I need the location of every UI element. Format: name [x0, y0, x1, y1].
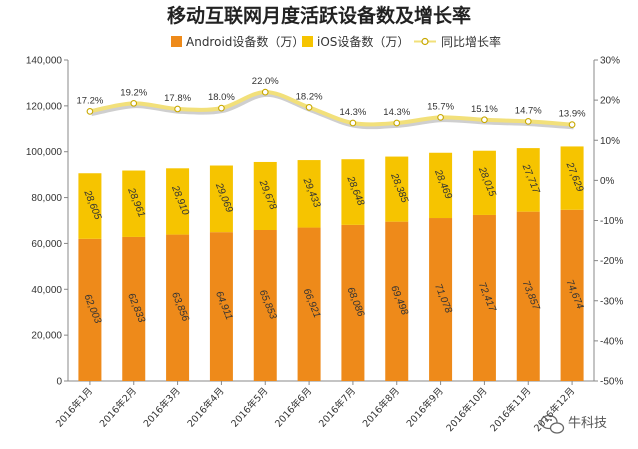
growth-point [305, 103, 313, 111]
android-bar [341, 224, 365, 381]
growth-value-label: 18.0% [208, 92, 235, 103]
ios-bar [297, 160, 321, 228]
left-axis-tick-label: 20,000 [31, 331, 62, 342]
legend-ios-swatch [302, 36, 313, 47]
x-axis-tick-label: 2016年10月 [444, 385, 490, 434]
android-bar [78, 238, 102, 381]
growth-line-layer: 17.2% 19.2% 17.8% 18.0% 22.0% 18.2% 14.3% 14.3%… [76, 76, 586, 130]
growth-value-label: 18.2% [296, 91, 323, 102]
right-axis-tick-label: -20% [600, 256, 623, 267]
android-bar [297, 227, 321, 381]
growth-value-label: 15.7% [427, 101, 454, 112]
right-axis-tick-label: -30% [600, 296, 623, 307]
android-bar [166, 234, 190, 381]
growth-value-label: 14.3% [383, 107, 410, 118]
growth-point [86, 108, 94, 115]
legend-growth-label: 同比增长率 [441, 34, 501, 49]
left-axis-tick-label: 0 [56, 377, 62, 388]
x-axis-tick-label: 2016年5月 [229, 385, 271, 430]
android-bar [472, 214, 496, 381]
growth-value-label: 13.9% [559, 109, 586, 120]
ios-bar [166, 168, 190, 235]
right-axis-tick-label: -50% [600, 377, 623, 388]
growth-point [568, 121, 576, 128]
x-axis-tick-label: 2016年9月 [404, 385, 446, 430]
growth-point [437, 114, 444, 121]
right-axis-tick-label: -40% [600, 336, 623, 347]
android-bar [560, 209, 584, 381]
growth-value-label: 15.1% [471, 104, 498, 115]
legend-android-swatch [171, 36, 182, 47]
axes: 0 20,000 40,000 60,000 80,000 100,000 120,000 1… [26, 56, 624, 388]
growth-value-label: 17.2% [76, 95, 103, 106]
x-axis-tick-label: 2016年8月 [360, 385, 402, 430]
growth-point [130, 99, 138, 107]
left-axis-tick-label: 80,000 [31, 193, 62, 204]
growth-point [481, 116, 488, 124]
growth-point [524, 118, 532, 125]
growth-line [89, 90, 573, 127]
android-bar [429, 218, 453, 381]
x-axis-tick-label: 2016年6月 [272, 385, 314, 430]
legend-ios-label: iOS设备数（万） [317, 34, 409, 49]
data-labels: 62,00328,60562,83328,96163,85628,91064,9… [81, 160, 585, 326]
ios-bar [429, 152, 453, 219]
left-axis-tick-label: 120,000 [26, 101, 63, 112]
growth-point [349, 119, 357, 127]
android-bar [253, 230, 277, 381]
ios-bar [122, 170, 146, 237]
wechat-icon [540, 414, 565, 434]
android-bar [122, 236, 146, 381]
watermark: 牛科技 [540, 414, 607, 434]
growth-point [174, 105, 181, 113]
ios-bar [385, 156, 409, 222]
ios-bar [560, 146, 584, 210]
bars [78, 146, 584, 381]
legend: Android设备数（万） iOS设备数（万） 同比增长率 [171, 34, 501, 49]
android-bar [516, 211, 540, 381]
right-axis-tick-label: 30% [600, 56, 620, 67]
x-axis-tick-label: 2016年11月 [488, 385, 534, 434]
left-axis-tick-label: 60,000 [31, 239, 62, 250]
growth-point [218, 104, 225, 112]
ios-bar [472, 150, 496, 215]
watermark-text: 牛科技 [568, 416, 607, 431]
x-axis-tick-label: 2016年4月 [185, 385, 227, 430]
right-axis-tick-label: 0% [600, 176, 615, 187]
left-axis-tick-label: 140,000 [26, 56, 63, 67]
growth-point [261, 88, 269, 96]
right-axis-tick-label: 10% [600, 136, 620, 147]
ios-bar [209, 165, 233, 233]
ios-bar [253, 161, 277, 231]
android-bar [385, 221, 409, 381]
legend-android-label: Android设备数（万） [186, 34, 304, 49]
left-axis-tick-label: 40,000 [31, 285, 62, 296]
x-axis-tick-label: 2016年2月 [97, 385, 139, 430]
ios-bar [341, 159, 365, 225]
right-axis-tick-label: -10% [600, 216, 623, 227]
growth-value-label: 14.3% [339, 107, 366, 118]
growth-value-label: 14.7% [515, 105, 542, 116]
x-axis-labels: 2016年1月 2016年2月 2016年3月 2016年4月 2016年5月 2016年… [53, 381, 577, 434]
growth-value-label: 19.2% [120, 87, 147, 98]
growth-value-label: 17.8% [164, 93, 191, 104]
android-bar [209, 232, 233, 381]
x-axis-tick-label: 2016年1月 [53, 385, 95, 430]
ios-bar [78, 173, 102, 239]
x-axis-tick-label: 2016年7月 [316, 385, 358, 430]
ios-bar [516, 148, 540, 212]
legend-growth-marker [421, 37, 429, 46]
x-axis-tick-label: 2016年3月 [141, 385, 183, 430]
growth-point [393, 119, 401, 127]
left-axis-tick-label: 100,000 [26, 147, 63, 158]
right-axis-tick-label: 20% [600, 96, 620, 107]
chart-title: 移动互联网月度活跃设备数及增长率 [167, 4, 471, 27]
growth-value-label: 22.0% [252, 76, 279, 87]
